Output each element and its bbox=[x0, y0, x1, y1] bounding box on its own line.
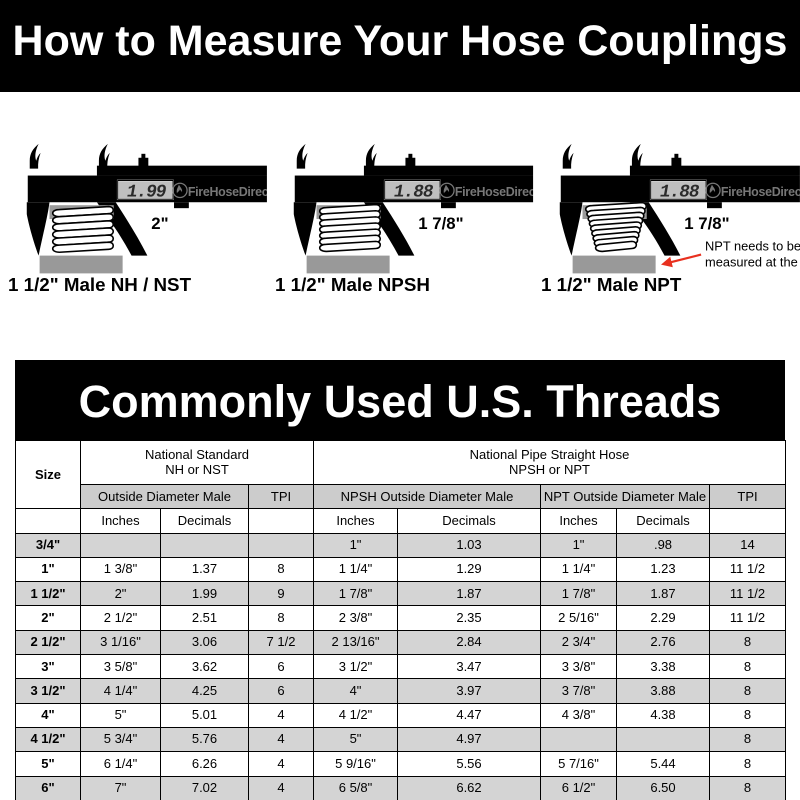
svg-text:FireHoseDirect: FireHoseDirect bbox=[188, 185, 267, 199]
svg-text:1.88: 1.88 bbox=[392, 182, 434, 202]
svg-text:FireHoseDirect: FireHoseDirect bbox=[455, 185, 534, 199]
svg-text:1.88: 1.88 bbox=[658, 182, 700, 202]
svg-text:1 1/2" Male NPSH: 1 1/2" Male NPSH bbox=[275, 274, 430, 295]
svg-text:1 7/8": 1 7/8" bbox=[418, 214, 463, 233]
svg-text:FireHoseDirect: FireHoseDirect bbox=[721, 185, 800, 199]
svg-text:1 1/2" Male NH / NST: 1 1/2" Male NH / NST bbox=[8, 274, 192, 295]
svg-text:measured at the base: measured at the base bbox=[705, 254, 800, 269]
svg-text:1.99: 1.99 bbox=[125, 182, 167, 202]
svg-text:NPT needs to be: NPT needs to be bbox=[705, 239, 800, 254]
svg-text:1 1/2" Male NPT: 1 1/2" Male NPT bbox=[541, 274, 682, 295]
svg-text:2": 2" bbox=[151, 214, 168, 233]
svg-text:1 7/8": 1 7/8" bbox=[684, 214, 729, 233]
